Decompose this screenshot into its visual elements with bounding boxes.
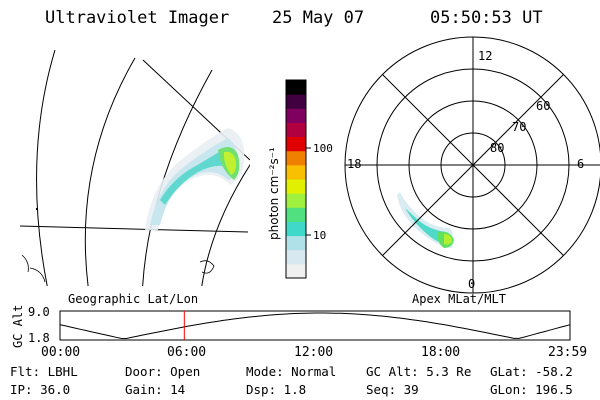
filter-status: Flt: LBHL	[10, 364, 78, 379]
colorbar-segment	[286, 221, 306, 237]
colorbar-segment	[286, 207, 306, 222]
xtick-0000: 00:00	[41, 345, 81, 360]
dsp-status: Dsp: 1.8	[246, 382, 307, 397]
colorbar-segment	[286, 122, 306, 138]
colorbar-segment	[286, 150, 306, 166]
colorbar-segment	[286, 164, 306, 180]
timeline-ytick-min: 1.8	[28, 331, 50, 345]
gc-alt-status: GC Alt: 5.3 Re	[366, 364, 472, 379]
xtick-2359: 23:59	[548, 345, 588, 360]
xtick-1800: 18:00	[421, 345, 461, 360]
glat-status: GLat: -58.2	[490, 364, 573, 379]
mlat-label-70: 70	[512, 120, 526, 134]
colorbar-segment	[286, 80, 306, 95]
timeline-ylabel: GC Alt	[11, 305, 25, 348]
time-label: 05:50:53 UT	[430, 8, 543, 28]
colorbar-segment	[286, 179, 306, 194]
colorbar-segment	[286, 94, 306, 109]
colorbar-segment	[286, 193, 306, 208]
mlt-label-0: 0	[468, 277, 475, 291]
door-status: Door: Open	[125, 364, 201, 379]
geo-aurora	[145, 128, 245, 230]
mlt-label-6: 6	[577, 157, 584, 171]
mlat-label-60: 60	[536, 99, 550, 113]
colorbar-segment	[286, 235, 306, 251]
timeline-ytick-max: 9.0	[28, 305, 50, 319]
colorbar-segment	[286, 108, 306, 123]
ip-status: IP: 36.0	[10, 382, 71, 397]
polar-aurora	[397, 192, 454, 248]
colorbar-segment	[286, 136, 306, 152]
instrument-title: Ultraviolet Imager	[45, 8, 230, 28]
mlat-label-80: 80	[490, 141, 504, 155]
colorbar-segment	[286, 263, 306, 279]
mode-status: Mode: Normal	[246, 364, 337, 379]
seq-status: Seq: 39	[366, 382, 419, 397]
xtick-1200: 12:00	[294, 345, 334, 360]
colorbar-unit-label: photon cm⁻²s⁻¹	[267, 147, 281, 240]
colorbar-segment	[286, 249, 306, 265]
colorbar-tick-100: 100	[313, 142, 333, 155]
altitude-timeline: GC Alt 9.0 1.8	[11, 305, 571, 348]
colorbar-tick-10: 10	[313, 229, 326, 242]
colorbar: 100 10 photon cm⁻²s⁻¹	[267, 79, 333, 279]
polar-caption: Apex MLat/MLT	[412, 292, 506, 306]
geographic-map	[19, 49, 250, 286]
gain-status: Gain: 14	[125, 382, 186, 397]
glon-status: GLon: 196.5	[490, 382, 573, 397]
polar-plot: 12 18 6 0 60 70 80	[344, 36, 600, 294]
date-label: 25 May 07	[272, 8, 365, 28]
xtick-0600: 06:00	[167, 345, 207, 360]
mlt-label-12: 12	[478, 49, 492, 63]
mlt-label-18: 18	[347, 157, 361, 171]
geo-caption: Geographic Lat/Lon	[68, 292, 198, 306]
